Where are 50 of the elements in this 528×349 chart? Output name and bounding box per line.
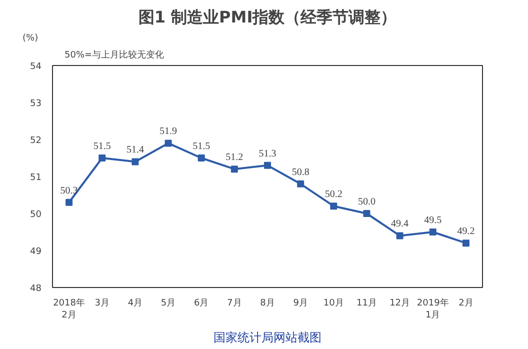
point	[66, 198, 73, 206]
x-tick-label: 5月	[160, 298, 176, 308]
x-tick-label: 11月	[356, 298, 377, 308]
x-tick-label: 4月	[128, 298, 143, 308]
text: 50.2	[324, 189, 342, 200]
text: 51.3	[258, 148, 276, 160]
point	[462, 240, 470, 247]
x-tick-label: 7月	[227, 298, 242, 308]
text: 51.2	[226, 152, 244, 164]
x-tick-label: 8月	[260, 298, 275, 308]
x-tick-label: 9月	[293, 298, 308, 308]
text: 51.4	[126, 144, 144, 156]
y-tick-label: 48	[30, 284, 42, 294]
x-tick-label: 2月	[458, 298, 474, 308]
point	[330, 202, 338, 210]
y-tick-label: 51	[30, 173, 42, 183]
text: 国家统计局网站截图	[214, 330, 322, 344]
text: 51.9	[160, 126, 178, 138]
text: 50.8	[292, 166, 310, 178]
chart-subtitle: 50%=与上月比较无变化	[64, 50, 164, 60]
text: 51.5	[192, 141, 210, 152]
point	[429, 228, 436, 236]
chart-title: 图1 制造业PMI指数（经季节调整）	[138, 8, 397, 26]
text: 49.4	[391, 218, 409, 230]
x-tick-label: 12月	[390, 298, 410, 308]
y-tick-label: 50	[30, 210, 42, 220]
text: 49.5	[424, 215, 442, 226]
point	[132, 158, 139, 166]
text: 51.5	[93, 141, 111, 152]
text: 49.2	[457, 226, 475, 238]
y-tick-label: 52	[30, 136, 42, 146]
point	[363, 210, 370, 217]
point	[198, 154, 205, 162]
point	[396, 232, 404, 240]
point	[164, 140, 172, 147]
point	[98, 154, 106, 162]
y-tick-label: 53	[30, 99, 42, 109]
text: 50.0	[358, 196, 376, 208]
x-tick-label: 6月	[194, 298, 209, 308]
text: 50.3	[60, 185, 78, 196]
y-tick-label: 49	[30, 247, 42, 257]
point	[297, 180, 304, 188]
point	[264, 162, 271, 169]
y-axis-title: (%)	[22, 34, 38, 44]
x-tick-label: 2018年 2月	[53, 298, 85, 320]
point	[230, 166, 238, 173]
x-tick-label: 2019年 1月	[416, 298, 449, 320]
x-tick-label: 10月	[323, 298, 344, 308]
y-tick-label: 54	[30, 62, 42, 72]
x-tick-label: 3月	[94, 298, 110, 308]
